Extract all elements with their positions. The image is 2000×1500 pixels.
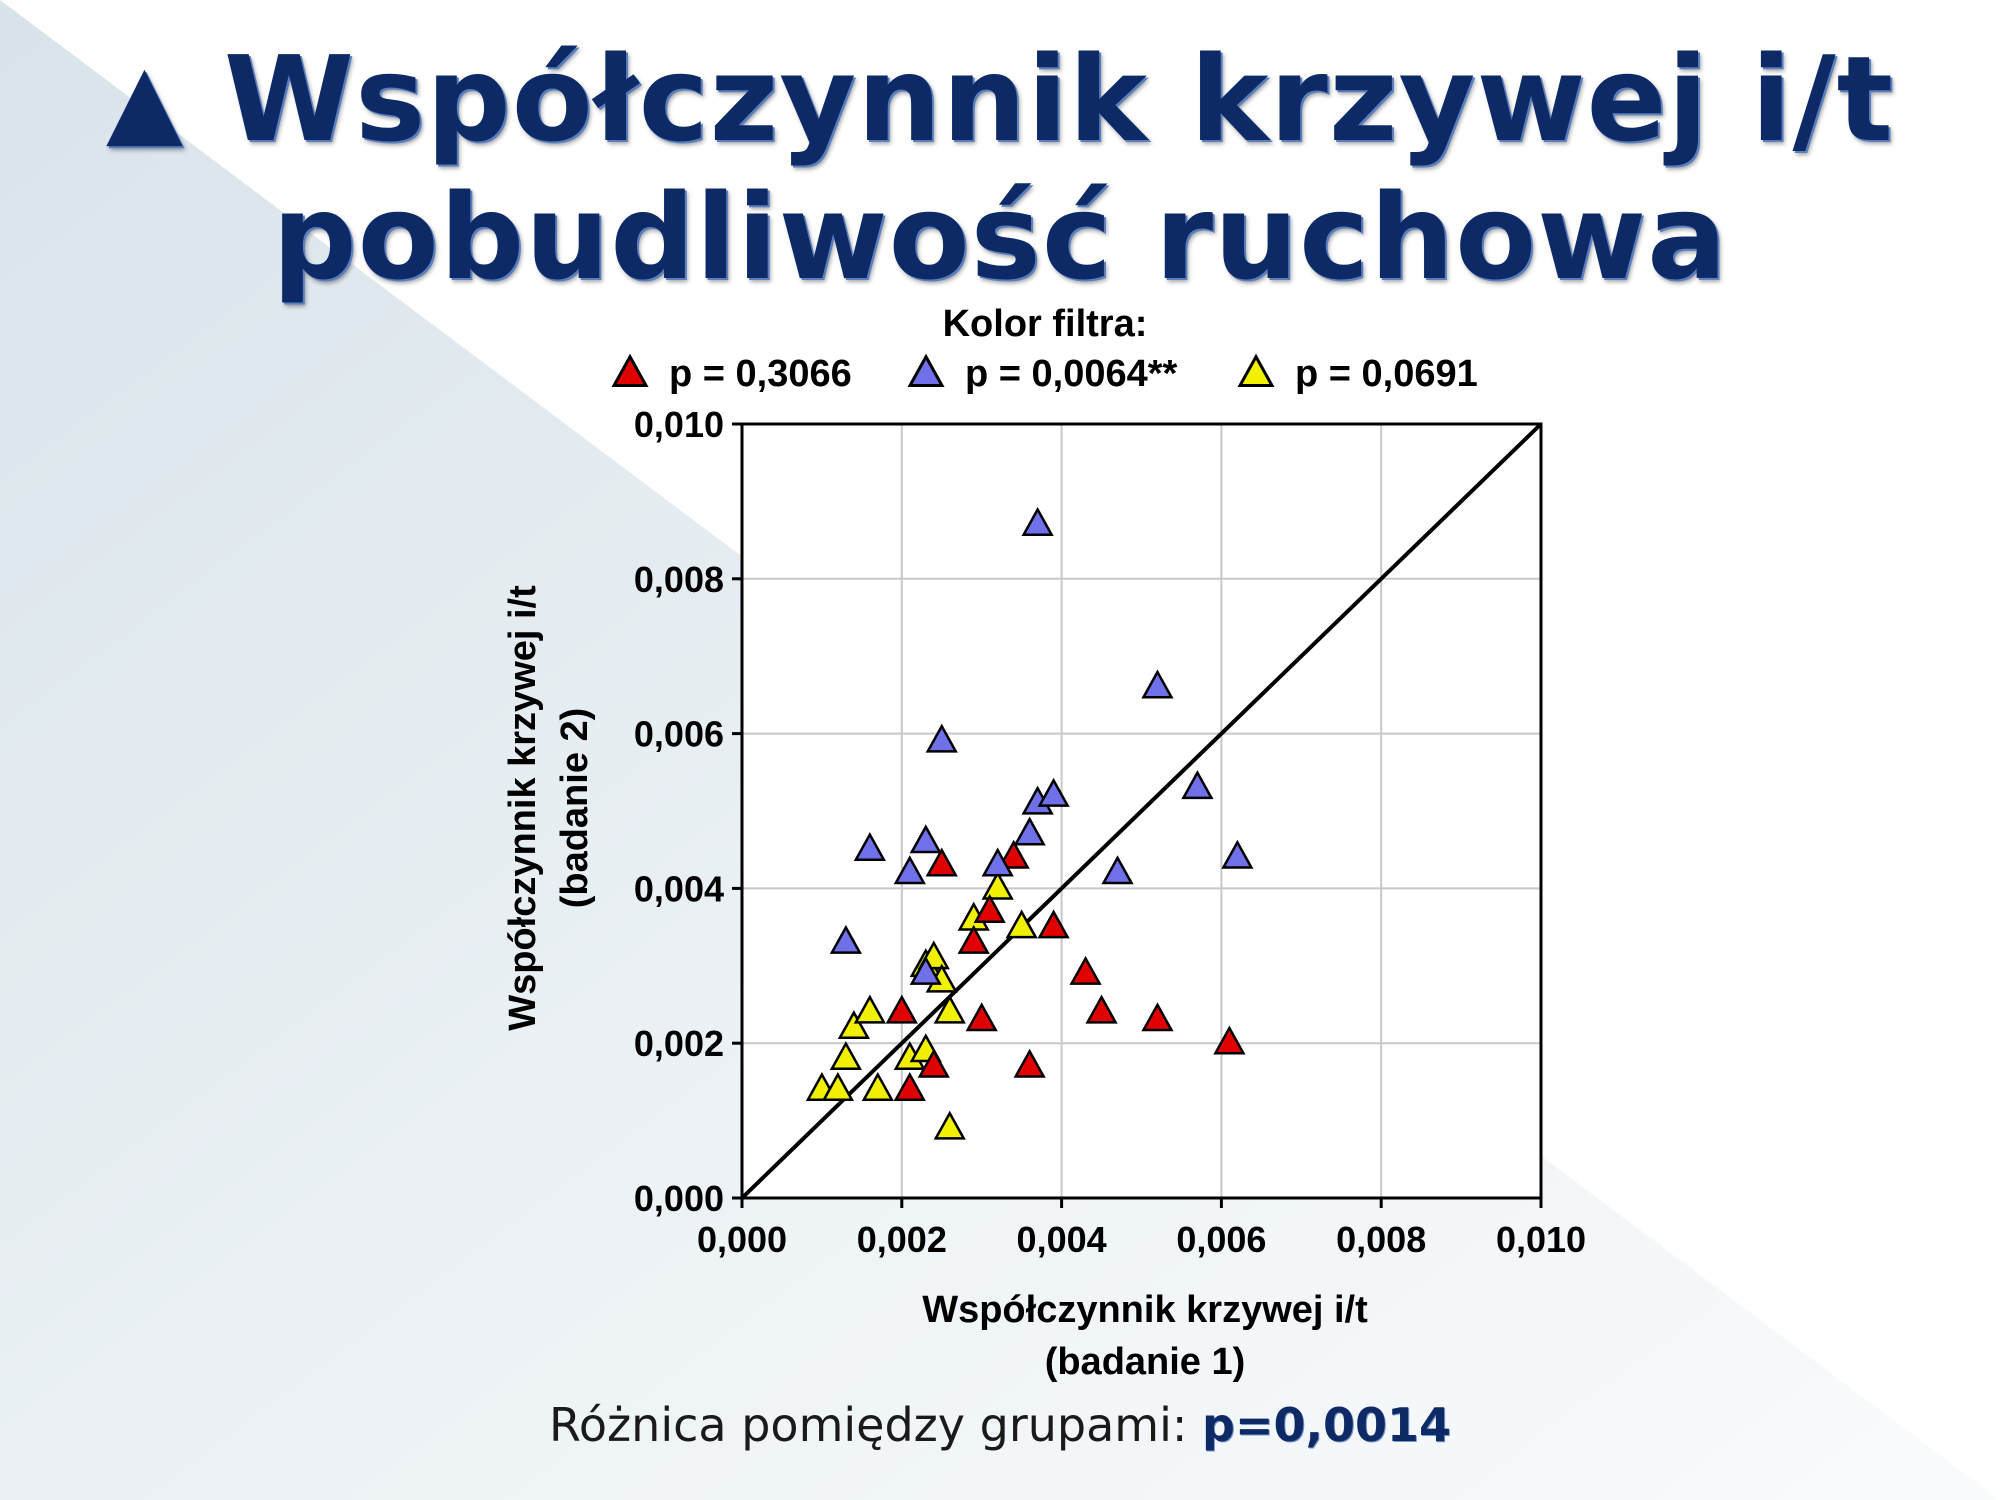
scatter-point	[933, 1110, 966, 1140]
y-axis-label-line-2: (badanie 2)	[554, 708, 596, 909]
y-axis-label: Współczynnik krzywej i/t (badanie 2)	[502, 585, 596, 1031]
scatter-point	[925, 847, 958, 877]
legend-marker-icon	[1237, 353, 1275, 388]
scatter-point	[925, 723, 958, 753]
legend-label: p = 0,3066	[669, 353, 852, 395]
scatter-point	[1221, 839, 1254, 869]
scatter-point	[1141, 1002, 1174, 1032]
scatter-point	[1013, 1048, 1046, 1078]
scatter-point	[981, 870, 1014, 900]
scatter-point	[853, 994, 886, 1024]
legend-title: Kolor filtra:	[943, 303, 1148, 345]
scatter-point	[821, 1071, 855, 1101]
scatter-point	[885, 994, 918, 1024]
x-tick-label: 0,006	[1176, 1219, 1266, 1260]
footer-p-value: p=0,0014	[1202, 1398, 1451, 1452]
scatter-point	[981, 847, 1014, 877]
scatter-point	[997, 839, 1030, 869]
scatter-point	[909, 955, 942, 985]
y-tick-label: 0,000	[634, 1178, 724, 1219]
scatter-point	[973, 893, 1006, 923]
scatter-point	[965, 1002, 998, 1032]
scatter-point	[909, 824, 942, 854]
y-tick-label: 0,002	[634, 1023, 724, 1064]
scatter-point	[861, 1071, 894, 1101]
chart-legend: p = 0,3066 p = 0,0064** p = 0,0691	[611, 353, 1478, 395]
scatter-point	[893, 1071, 926, 1101]
footer-label: Różnica pomiędzy grupami:	[549, 1398, 1203, 1452]
scatter-point	[829, 1040, 862, 1071]
legend-marker-icon	[611, 353, 649, 388]
legend-label: p = 0,0691	[1295, 353, 1478, 395]
axis-ticks: 0,000 0,002 0,004 0,006 0,008 0,010 0,000 0,002…	[634, 404, 1586, 1260]
x-tick-label: 0,002	[857, 1219, 947, 1260]
scatter-point	[853, 832, 886, 862]
x-tick-label: 0,000	[697, 1219, 787, 1260]
scatter-point	[933, 994, 966, 1024]
legend-marker-icon	[907, 353, 945, 388]
scatter-point	[1069, 955, 1102, 985]
y-tick-label: 0,008	[634, 559, 724, 600]
scatter-point	[1037, 777, 1070, 807]
scatter-point	[1005, 909, 1038, 939]
group-difference-note: Różnica pomiędzy grupami: p=0,0014	[0, 1398, 2000, 1452]
scatter-point	[893, 855, 926, 885]
slide-title-line-2: pobudliwość ruchowa	[272, 168, 1728, 306]
scatter-point	[1101, 855, 1134, 885]
legend-label: p = 0,0064**	[965, 353, 1178, 395]
reference-line-group	[740, 422, 1543, 1200]
scatter-point	[829, 924, 862, 954]
data-points	[805, 506, 1254, 1140]
x-axis-label-line-2: (badanie 1)	[1045, 1341, 1246, 1383]
y-tick-label: 0,006	[634, 714, 724, 755]
scatter-point	[1213, 1025, 1246, 1055]
scatter-point	[957, 924, 990, 954]
scatter-point	[1021, 506, 1054, 536]
y-tick-label: 0,004	[634, 868, 724, 909]
slide-title-text-1: Współczynnik krzywej i/t	[223, 30, 1894, 168]
scatter-point	[1013, 816, 1046, 846]
slide-title-line-1: ▲ Współczynnik krzywej i/t	[0, 40, 2000, 158]
x-tick-label: 0,010	[1496, 1219, 1586, 1260]
scatter-point	[1037, 909, 1070, 939]
scatter-point	[917, 1048, 950, 1078]
y-tick-label: 0,010	[634, 404, 724, 445]
scatter-point	[837, 1010, 870, 1040]
reference-line	[740, 422, 1543, 1200]
x-tick-label: 0,008	[1336, 1219, 1426, 1260]
title-bullet-icon: ▲	[106, 41, 184, 158]
scatter-point	[1141, 669, 1174, 699]
y-axis-label-line-1: Współczynnik krzywej i/t	[502, 585, 544, 1031]
scatter-point	[1085, 994, 1118, 1024]
scatter-point	[1181, 770, 1214, 800]
x-axis-label-line-1: Współczynnik krzywej i/t	[922, 1289, 1368, 1331]
x-tick-label: 0,004	[1017, 1219, 1107, 1260]
plot-frame	[740, 422, 1543, 1200]
